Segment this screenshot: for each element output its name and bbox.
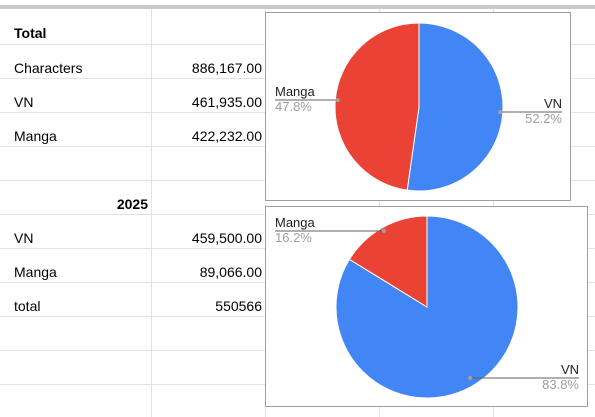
year-row-label-manga[interactable]: Manga (14, 264, 57, 280)
pie-leader-dot-vn (498, 109, 503, 115)
pie-chart-total[interactable]: VN 52.2% Manga 47.8% (265, 12, 571, 201)
total-row-value-vn[interactable]: 461,935.00 (191, 94, 262, 110)
total-row-label-vn[interactable]: VN (14, 94, 34, 110)
pie-label-manga: Manga (275, 215, 316, 230)
total-row-label-characters[interactable]: Characters (14, 60, 83, 76)
year-row-label-total[interactable]: total (14, 298, 41, 314)
pie-slice-vn[interactable] (406, 22, 504, 192)
total-row-label-manga[interactable]: Manga (14, 128, 57, 144)
year-header-cell[interactable]: 2025 (116, 196, 148, 212)
pie-leader-dot-manga (335, 97, 340, 103)
year-row-label-vn[interactable]: VN (14, 230, 34, 246)
pie-leader-dot-manga (381, 228, 387, 234)
pie-percent-manga: 47.8% (275, 99, 312, 114)
pie-label-vn: VN (561, 362, 579, 377)
pie-slice-manga[interactable] (334, 22, 420, 191)
year-row-value-manga[interactable]: 89,066.00 (199, 264, 262, 280)
pie-leader-dot-vn (467, 375, 473, 381)
pie-label-manga: Manga (275, 84, 316, 99)
pie-percent-manga: 16.2% (275, 230, 312, 245)
total-row-value-characters[interactable]: 886,167.00 (191, 60, 262, 76)
pie-slice-manga[interactable] (348, 215, 428, 308)
pie-label-vn: VN (544, 96, 562, 111)
year-row-value-total[interactable]: 550566 (215, 298, 262, 314)
toolbar-divider (0, 0, 595, 9)
year-row-value-vn[interactable]: 459,500.00 (191, 230, 262, 246)
pie-chart-2025[interactable]: VN 83.8% Manga 16.2% (265, 206, 588, 407)
total-header-cell[interactable]: Total (14, 25, 47, 41)
total-row-value-manga[interactable]: 422,232.00 (191, 128, 262, 144)
pie-percent-vn: 83.8% (542, 377, 579, 392)
pie-percent-vn: 52.2% (525, 111, 562, 126)
